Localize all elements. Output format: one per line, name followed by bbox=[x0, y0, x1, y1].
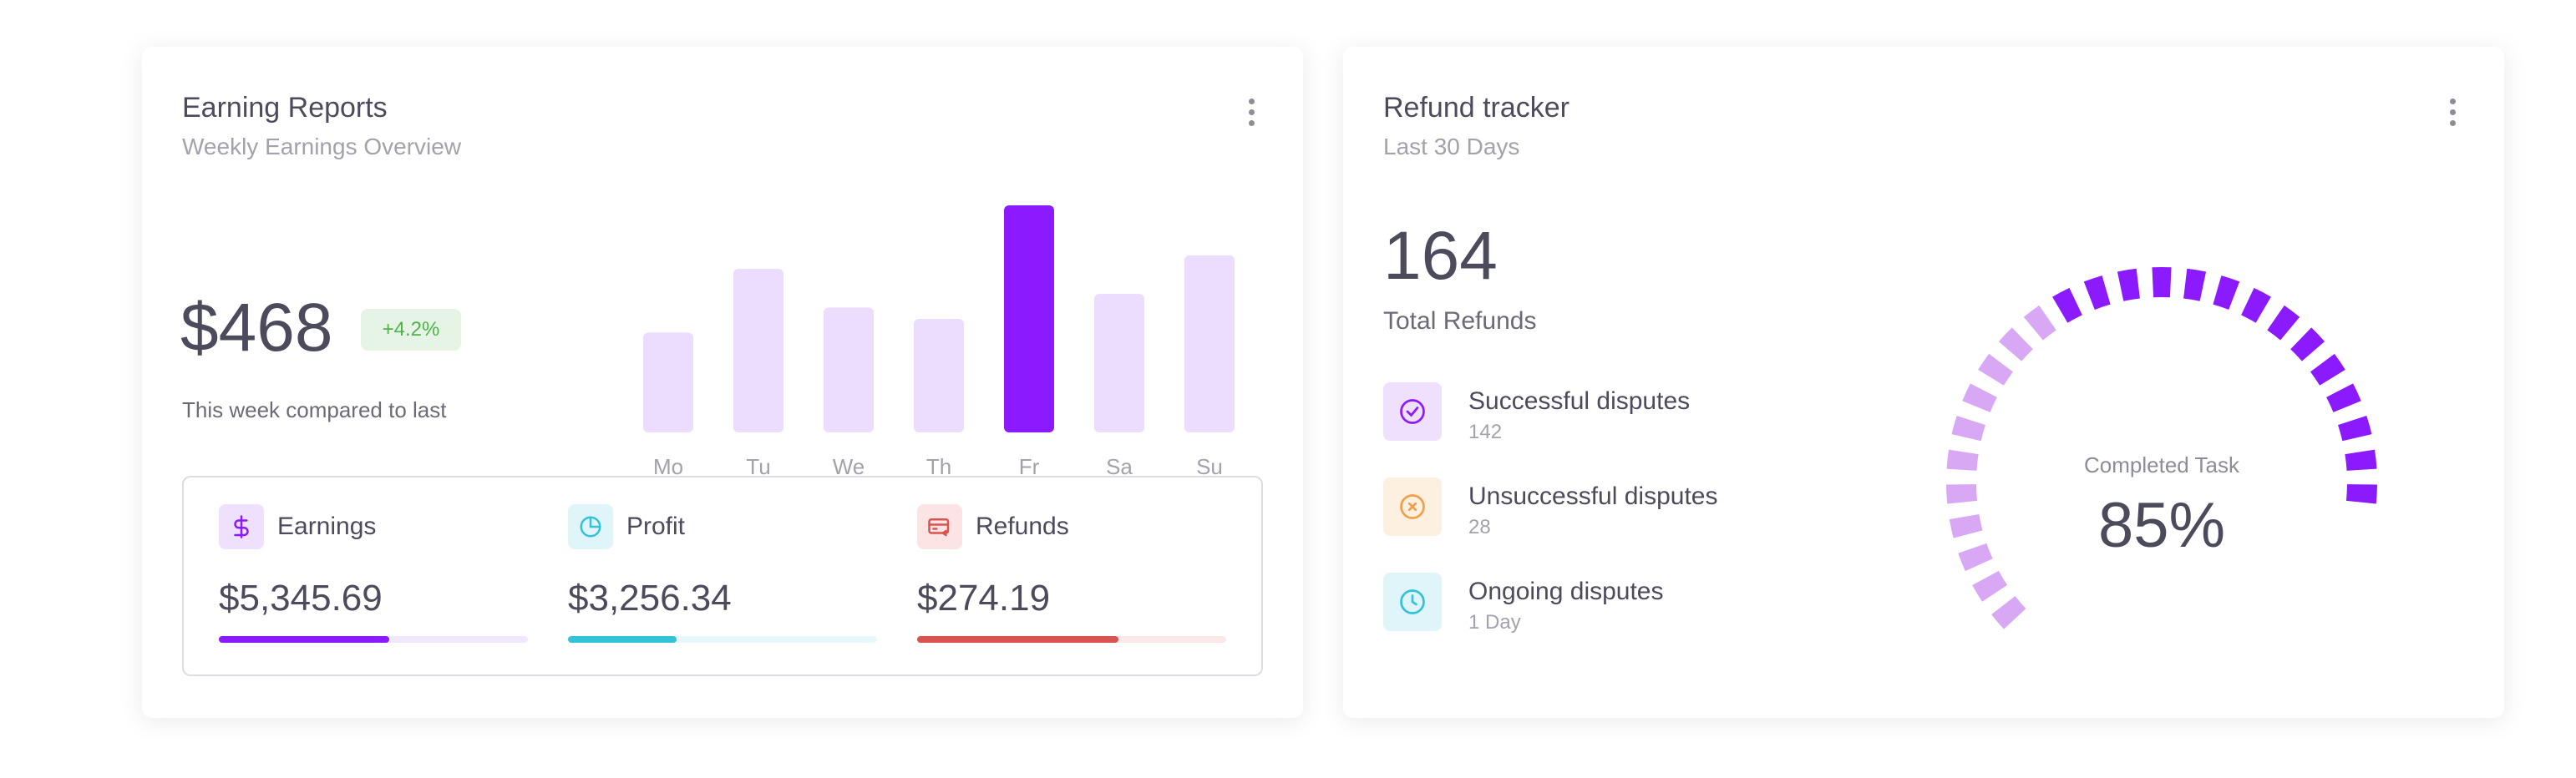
progress-track bbox=[219, 636, 528, 643]
gauge-segment bbox=[2326, 383, 2361, 412]
tick-label: Mo bbox=[653, 454, 683, 479]
gauge-segment bbox=[1949, 513, 1983, 538]
stat-refunds: Refunds $274.19 bbox=[917, 504, 1226, 654]
clock-icon bbox=[1383, 573, 1442, 631]
total-refunds-label: Total Refunds bbox=[1383, 307, 1537, 335]
gauge-segment bbox=[2117, 268, 2140, 301]
bar-mo[interactable] bbox=[643, 332, 693, 432]
gauge-segment bbox=[2290, 327, 2325, 361]
completed-task-gauge: Completed Task 85% bbox=[1928, 247, 2396, 698]
tick-label: Fr bbox=[1019, 454, 1040, 479]
stat-label: Earnings bbox=[277, 513, 377, 540]
dispute-sub: 1 Day bbox=[1468, 611, 1521, 634]
stat-value: $5,345.69 bbox=[219, 578, 383, 619]
dispute-title: Successful disputes bbox=[1468, 387, 1691, 415]
gauge-segment bbox=[1951, 415, 1985, 442]
dispute-sub: 28 bbox=[1468, 516, 1491, 538]
refund-tracker-card: Refund tracker Last 30 Days 164 Total Re… bbox=[1343, 47, 2504, 718]
gauge-segment bbox=[1946, 484, 1978, 504]
gauge-segment bbox=[2023, 305, 2056, 341]
x-circle-icon bbox=[1383, 477, 1442, 536]
check-circle-icon bbox=[1383, 382, 1442, 441]
dispute-unsuccessful: Unsuccessful disputes 28 bbox=[1383, 477, 1851, 538]
dispute-successful: Successful disputes 142 bbox=[1383, 382, 1851, 443]
gauge-segment bbox=[1962, 383, 1997, 412]
gauge-segment bbox=[2052, 287, 2082, 323]
gauge-segment bbox=[2083, 275, 2111, 310]
gauge-segment bbox=[2183, 268, 2207, 301]
gauge-segment bbox=[2152, 267, 2172, 298]
gauge-segment bbox=[1946, 449, 1979, 471]
progress-fill bbox=[568, 636, 677, 643]
earnings-stats-box: Earnings $5,345.69 Profit $3,256.34 Refu… bbox=[182, 476, 1263, 676]
stat-profit: Profit $3,256.34 bbox=[568, 504, 877, 654]
tick-label: Th bbox=[926, 454, 951, 479]
gauge-value: 85% bbox=[2097, 490, 2226, 561]
progress-track bbox=[568, 636, 877, 643]
dollar-icon bbox=[219, 504, 264, 549]
bar-we[interactable] bbox=[824, 307, 874, 432]
bar-sa[interactable] bbox=[1094, 294, 1144, 432]
bar-tu[interactable] bbox=[733, 269, 783, 432]
gauge-segment bbox=[2310, 353, 2345, 386]
stat-value: $274.19 bbox=[917, 578, 1051, 619]
gauge-segment bbox=[2213, 275, 2240, 310]
card-subtitle: Last 30 Days bbox=[1383, 134, 1520, 159]
gauge-segment bbox=[1998, 327, 2033, 361]
dispute-title: Unsuccessful disputes bbox=[1468, 482, 1718, 510]
tick-label: Su bbox=[1196, 454, 1223, 479]
stat-label: Refunds bbox=[976, 513, 1069, 540]
gauge-segment bbox=[1972, 570, 2008, 602]
gauge-label: Completed Task bbox=[2084, 452, 2239, 477]
gauge-segment bbox=[2267, 305, 2300, 341]
delta-badge: +4.2% bbox=[361, 309, 461, 351]
card-subtitle: Weekly Earnings Overview bbox=[182, 134, 462, 159]
bar-fr[interactable] bbox=[1004, 205, 1054, 432]
gauge-segment bbox=[2345, 484, 2377, 504]
more-options-icon[interactable] bbox=[1243, 99, 1260, 132]
credit-card-icon bbox=[917, 504, 962, 549]
total-refunds-number: 164 bbox=[1383, 218, 1498, 294]
weekly-earnings-bar-chart: Mo Tu We Th Fr Sa Su bbox=[643, 147, 1278, 498]
dispute-title: Ongoing disputes bbox=[1468, 578, 1664, 605]
gauge-segment bbox=[2338, 415, 2372, 442]
more-options-icon[interactable] bbox=[2444, 99, 2461, 132]
weekly-amount: $468 bbox=[180, 290, 333, 366]
gauge-segment bbox=[1978, 353, 2014, 386]
tick-label: Sa bbox=[1106, 454, 1133, 479]
progress-track bbox=[917, 636, 1226, 643]
gauge-segment bbox=[2345, 449, 2377, 471]
compare-text: This week compared to last bbox=[182, 397, 447, 422]
bar-th[interactable] bbox=[914, 319, 964, 432]
earning-reports-card: Earning Reports Weekly Earnings Overview… bbox=[142, 47, 1303, 718]
stat-label: Profit bbox=[626, 513, 686, 540]
progress-fill bbox=[917, 636, 1118, 643]
gauge-segment bbox=[2241, 287, 2271, 323]
dispute-sub: 142 bbox=[1468, 421, 1503, 443]
card-title: Refund tracker bbox=[1383, 92, 1569, 124]
dispute-ongoing: Ongoing disputes 1 Day bbox=[1383, 573, 1851, 634]
stat-value: $3,256.34 bbox=[568, 578, 732, 619]
stat-earnings: Earnings $5,345.69 bbox=[219, 504, 528, 654]
tick-label: We bbox=[833, 454, 865, 479]
card-title: Earning Reports bbox=[182, 92, 388, 124]
gauge-segment bbox=[1958, 543, 1993, 572]
bar-su[interactable] bbox=[1184, 255, 1235, 432]
progress-fill bbox=[219, 636, 389, 643]
gauge-segment bbox=[1991, 596, 2026, 629]
pie-chart-icon bbox=[568, 504, 613, 549]
tick-label: Tu bbox=[746, 454, 770, 479]
